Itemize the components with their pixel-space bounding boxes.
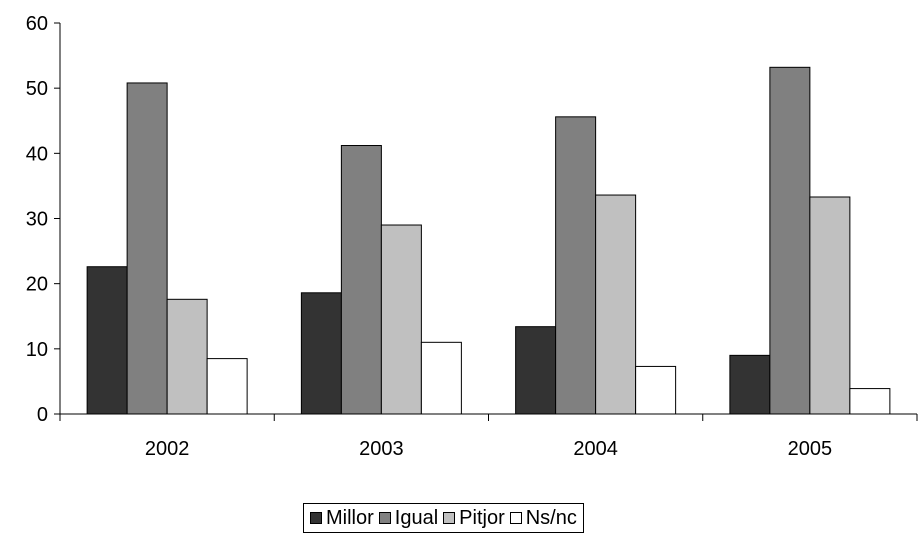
y-axis: 0 10 20 30 40 50 60 — [26, 13, 61, 426]
legend-swatch-nsnc — [509, 512, 522, 524]
legend-label-pitjor: Pitjor — [459, 506, 505, 529]
y-tick-label: 50 — [26, 78, 48, 100]
x-axis: 2002 2003 2004 2005 — [59, 413, 918, 460]
x-tick-label: 2004 — [573, 438, 618, 460]
legend: Millor Igual Pitjor Ns/nc — [303, 503, 584, 533]
legend-item-igual: Igual — [378, 506, 439, 530]
legend-label-millor: Millor — [326, 506, 374, 529]
bar-millor-2004 — [515, 326, 557, 415]
bar-pitjor-2005 — [809, 196, 851, 415]
legend-swatch-pitjor — [443, 512, 456, 524]
x-tick-label: 2002 — [145, 438, 190, 460]
bar-millor-2003 — [300, 292, 342, 415]
bar-nsnc-2003 — [420, 341, 462, 415]
y-tick-label: 30 — [26, 209, 48, 231]
bar-nsnc-2004 — [635, 365, 677, 415]
legend-swatch-millor — [310, 512, 322, 524]
y-tick-label: 20 — [26, 274, 48, 296]
bar-igual-2002 — [126, 82, 168, 415]
bars — [86, 66, 891, 415]
bar-igual-2004 — [555, 116, 597, 415]
bar-chart: 0 10 20 30 40 50 60 2002 2003 2004 2005 — [26, 13, 918, 460]
bar-igual-2005 — [769, 66, 811, 415]
y-tick-label: 10 — [26, 339, 48, 361]
legend-swatch-igual — [378, 512, 391, 524]
bar-millor-2005 — [729, 354, 771, 415]
bar-pitjor-2003 — [380, 224, 422, 415]
legend-item-millor: Millor — [310, 507, 374, 530]
legend-item-pitjor: Pitjor — [443, 507, 505, 530]
bar-igual-2003 — [340, 145, 382, 415]
legend-item-nsnc: Ns/nc — [509, 506, 577, 530]
x-tick-label: 2005 — [788, 438, 833, 460]
x-tick-label: 2003 — [359, 438, 404, 460]
y-tick-label: 40 — [26, 143, 48, 165]
bar-nsnc-2002 — [206, 358, 248, 415]
bar-nsnc-2005 — [849, 388, 891, 415]
y-tick-label: 0 — [37, 404, 48, 426]
legend-label-nsnc: Ns/nc — [525, 506, 577, 529]
y-tick-label: 60 — [26, 13, 48, 35]
bar-pitjor-2004 — [595, 194, 637, 415]
legend-label-igual: Igual — [394, 506, 439, 529]
bar-pitjor-2002 — [166, 298, 208, 415]
bar-millor-2002 — [86, 266, 128, 415]
